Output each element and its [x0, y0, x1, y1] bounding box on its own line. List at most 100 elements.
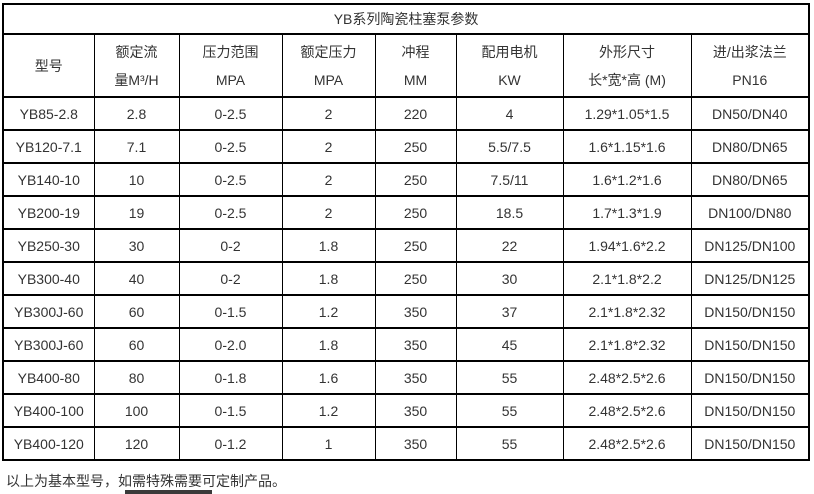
table-cell: 0-2 [178, 228, 283, 263]
table-cell: 220 [374, 96, 457, 131]
table-row: YB300J-60 60 0-1.5 1.2 350 37 2.1*1.8*2.32 DN15… [2, 294, 810, 329]
table-cell: 4 [455, 96, 564, 131]
table-cell: YB140-10 [2, 162, 95, 197]
column-header-7: 外形尺寸 长*宽*高 (M) [562, 33, 692, 98]
table-cell: DN150/DN150 [690, 393, 810, 428]
table-cell: 30 [93, 228, 180, 263]
table-cell: 350 [374, 393, 457, 428]
table-cell: DN150/DN150 [690, 327, 810, 362]
table-cell: 55 [455, 426, 564, 461]
table-row: YB85-2.8 2.8 0-2.5 2 220 4 1.29*1.05*1.5 DN50/D… [2, 96, 810, 131]
table-row: YB400-80 80 0-1.8 1.6 350 55 2.48*2.5*2.6 DN150… [2, 360, 810, 395]
table-cell: YB300J-60 [2, 327, 95, 362]
table-row: YB300-40 40 0-2 1.8 250 30 2.1*1.8*2.2 DN125/DN… [2, 261, 810, 296]
table-row: YB400-100 100 0-1.5 1.2 350 55 2.48*2.5*2.6 DN1… [2, 393, 810, 428]
table-cell: 250 [374, 261, 457, 296]
table-cell: YB85-2.8 [2, 96, 95, 131]
table-cell: 0-1.8 [178, 360, 283, 395]
table-cell: 2.48*2.5*2.6 [562, 393, 692, 428]
table-row: YB120-7.1 7.1 0-2.5 2 250 5.5/7.5 1.6*1.15*1.6… [2, 129, 810, 164]
table-header-row: 型号 额定流 量M³/H 压力范围 MPA 额定压力 MPA 冲程 MM 配用电机 KW 外形尺寸 长*… [2, 33, 810, 98]
column-header-2: 额定流 量M³/H [93, 33, 180, 98]
table-cell: 1.6 [281, 360, 376, 395]
table-cell: 1.6*1.2*1.6 [562, 162, 692, 197]
table-row: YB140-10 10 0-2.5 2 250 7.5/11 1.6*1.2*1.6 DN80… [2, 162, 810, 197]
table-row: YB400-120 120 0-1.2 1 350 55 2.48*2.5*2.6 DN150… [2, 426, 810, 461]
table-cell: 5.5/7.5 [455, 129, 564, 164]
table-cell: YB200-19 [2, 195, 95, 230]
table-cell: 2.1*1.8*2.32 [562, 327, 692, 362]
column-header-8: 进/出浆法兰 PN16 [690, 33, 810, 98]
table-cell: 0-2.5 [178, 195, 283, 230]
table-cell: DN100/DN80 [690, 195, 810, 230]
table-cell: 0-2.5 [178, 96, 283, 131]
column-header-4: 额定压力 MPA [281, 33, 376, 98]
table-cell: 350 [374, 327, 457, 362]
table-cell: YB250-30 [2, 228, 95, 263]
table-cell: YB300J-60 [2, 294, 95, 329]
table-cell: 120 [93, 426, 180, 461]
table-cell: DN80/DN65 [690, 162, 810, 197]
table-cell: 350 [374, 294, 457, 329]
table-cell: 45 [455, 327, 564, 362]
table-cell: 1.7*1.3*1.9 [562, 195, 692, 230]
table-cell: 60 [93, 327, 180, 362]
table-cell: DN125/DN125 [690, 261, 810, 296]
table-cell: 30 [455, 261, 564, 296]
table-cell: YB400-80 [2, 360, 95, 395]
footer-note: 以上为基本型号，如需特殊需要可定制产品。 [6, 473, 286, 489]
pump-spec-table: YB系列陶瓷柱塞泵参数 型号 额定流 量M³/H 压力范围 MPA 额定压力 MPA 冲程 MM… [2, 3, 811, 461]
table-cell: YB400-100 [2, 393, 95, 428]
table-cell: 7.1 [93, 129, 180, 164]
table-title: YB系列陶瓷柱塞泵参数 [2, 3, 810, 35]
table-cell: 2 [281, 195, 376, 230]
table-cell: 19 [93, 195, 180, 230]
partial-divider [125, 490, 212, 494]
table-cell: 10 [93, 162, 180, 197]
table-cell: 7.5/11 [455, 162, 564, 197]
table-cell: 250 [374, 129, 457, 164]
table-cell: 22 [455, 228, 564, 263]
table-cell: 0-2.5 [178, 162, 283, 197]
table-cell: 0-1.5 [178, 294, 283, 329]
table-cell: YB400-120 [2, 426, 95, 461]
table-cell: 80 [93, 360, 180, 395]
table-row: YB200-19 19 0-2.5 2 250 18.5 1.7*1.3*1.9 DN100/… [2, 195, 810, 230]
table-cell: 1.2 [281, 393, 376, 428]
table-cell: DN150/DN150 [690, 294, 810, 329]
table-cell: 2.1*1.8*2.32 [562, 294, 692, 329]
table-cell: YB120-7.1 [2, 129, 95, 164]
column-header-6: 配用电机 KW [455, 33, 564, 98]
table-cell: 2 [281, 162, 376, 197]
table-cell: 0-2.0 [178, 327, 283, 362]
table-cell: 55 [455, 360, 564, 395]
table-cell: 100 [93, 393, 180, 428]
table-row: YB300J-60 60 0-2.0 1.8 350 45 2.1*1.8*2.32 DN15… [2, 327, 810, 362]
table-cell: 2 [281, 129, 376, 164]
table-cell: 2 [281, 96, 376, 131]
table-cell: 1.8 [281, 327, 376, 362]
column-header-5: 冲程 MM [374, 33, 457, 98]
table-cell: DN50/DN40 [690, 96, 810, 131]
table-cell: 250 [374, 228, 457, 263]
table-cell: 60 [93, 294, 180, 329]
column-header-1: 型号 [2, 33, 95, 98]
table-cell: 1 [281, 426, 376, 461]
table-cell: 2.48*2.5*2.6 [562, 360, 692, 395]
table-cell: 1.29*1.05*1.5 [562, 96, 692, 131]
table-body: YB85-2.8 2.8 0-2.5 2 220 4 1.29*1.05*1.5 DN50/D… [2, 96, 810, 461]
table-cell: 1.2 [281, 294, 376, 329]
table-cell: 0-1.2 [178, 426, 283, 461]
table-row: YB250-30 30 0-2 1.8 250 22 1.94*1.6*2.2 DN125/D… [2, 228, 810, 263]
table-cell: 350 [374, 426, 457, 461]
table-cell: 0-1.5 [178, 393, 283, 428]
table-cell: YB300-40 [2, 261, 95, 296]
table-cell: 0-2.5 [178, 129, 283, 164]
table-cell: 55 [455, 393, 564, 428]
table-cell: 1.8 [281, 228, 376, 263]
table-cell: 0-2 [178, 261, 283, 296]
table-cell: 37 [455, 294, 564, 329]
table-cell: 250 [374, 195, 457, 230]
table-cell: 2.1*1.8*2.2 [562, 261, 692, 296]
